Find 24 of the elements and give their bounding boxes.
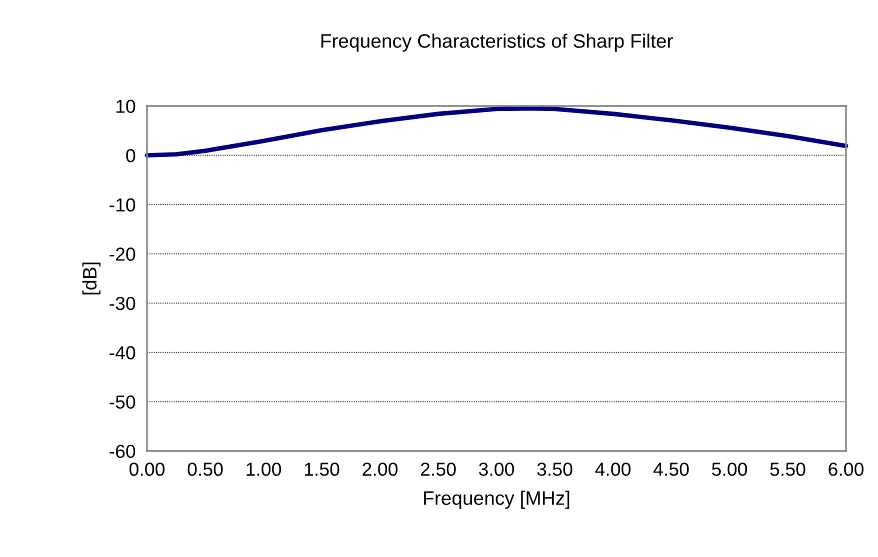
x-tick-label: 2.00: [362, 462, 398, 476]
x-tick-label: 1.50: [304, 462, 340, 476]
x-tick-label: 5.50: [770, 462, 806, 476]
x-tick-label: 6.00: [828, 462, 864, 476]
x-tick-label: 5.00: [712, 462, 748, 476]
x-axis-title: Frequency [MHz]: [424, 490, 570, 509]
y-tick-label: 10: [116, 100, 136, 113]
x-tick-label: 0.50: [188, 462, 223, 476]
y-tick-label: -60: [110, 444, 136, 458]
x-tick-label: 0.00: [129, 462, 165, 476]
y-tick-label: -50: [110, 395, 136, 409]
y-tick-label: -30: [110, 296, 136, 310]
chart-title: Frequency Characteristics of Sharp Filter: [321, 34, 673, 52]
x-tick-label: 3.50: [537, 462, 572, 476]
y-axis-title: [dB]: [82, 262, 100, 294]
x-tick-label: 2.50: [420, 462, 456, 476]
x-tick-label: 4.50: [653, 462, 689, 476]
x-tick-label: 4.00: [595, 462, 631, 476]
y-tick-label: -10: [110, 198, 136, 212]
x-tick-label: 3.00: [478, 462, 514, 476]
x-tick-label: 1.00: [246, 462, 282, 476]
y-tick-label: -20: [110, 248, 136, 261]
y-tick-label: -40: [110, 346, 136, 360]
y-tick-label: 0: [126, 148, 136, 162]
